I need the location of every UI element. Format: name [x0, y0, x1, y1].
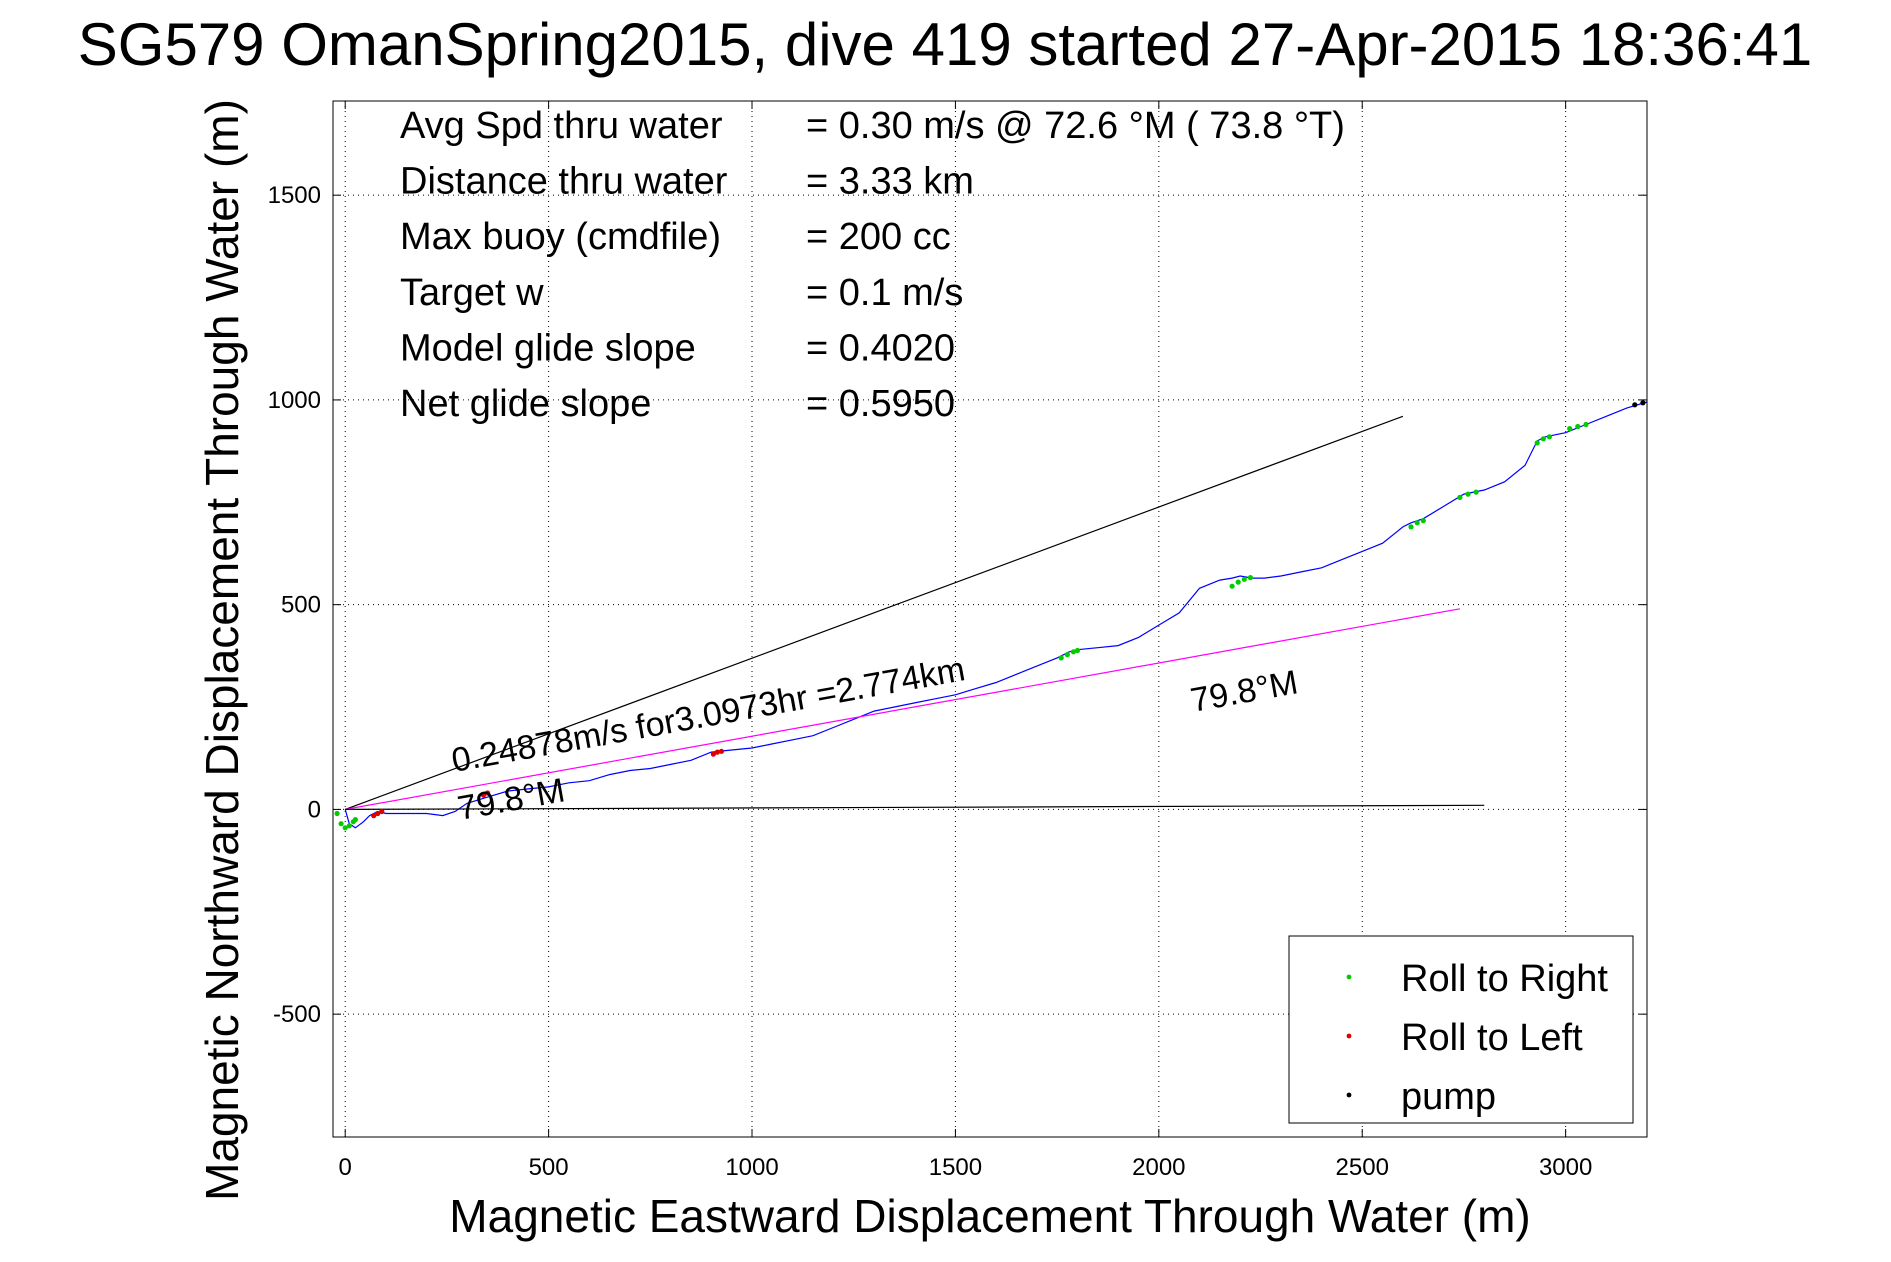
roll-right-marker: [1575, 423, 1581, 430]
roll-right-marker: [338, 821, 344, 827]
roll-left-marker: [375, 810, 381, 817]
roll-right-marker: [1420, 518, 1426, 524]
x-tick-label: 2500: [1336, 1154, 1389, 1181]
y-tick-label: 500: [281, 592, 321, 619]
legend-label: Roll to Right: [1401, 958, 1608, 1000]
roll-right-marker: [1408, 524, 1414, 530]
info-label: Target w: [400, 272, 544, 314]
legend-label: pump: [1401, 1076, 1496, 1118]
info-value: = 0.30 m/s @ 72.6 °M ( 73.8 °T): [806, 105, 1345, 147]
roll-left-marker: [371, 813, 377, 819]
roll-right-marker: [1074, 647, 1081, 654]
roll-right-marker: [1235, 579, 1241, 585]
series-line-1: [344, 415, 1404, 810]
y-tick-label: 1000: [268, 387, 321, 414]
legend-marker: [1346, 1092, 1352, 1098]
chart-title: SG579 OmanSpring2015, dive 419 started 2…: [78, 11, 1813, 78]
info-label: Net glide slope: [400, 383, 651, 425]
roll-left-marker: [485, 790, 491, 796]
legend-marker: [1346, 974, 1352, 980]
info-value: = 3.33 km: [806, 161, 974, 203]
roll-right-marker: [1546, 434, 1552, 440]
roll-right-marker: [334, 810, 340, 817]
plot-series: [344, 401, 1648, 829]
roll-right-marker: [1583, 421, 1589, 428]
roll-right-marker: [1247, 575, 1253, 581]
roll-right-marker: [1070, 649, 1076, 655]
roll-right-marker: [1241, 576, 1247, 582]
legend-label: Roll to Left: [1401, 1017, 1583, 1059]
roll-right-marker: [352, 817, 358, 823]
x-tick-label: 1000: [725, 1154, 778, 1181]
x-tick-label: 1500: [929, 1154, 982, 1181]
info-value: = 0.4020: [806, 327, 955, 369]
roll-right-marker: [1064, 652, 1070, 658]
roll-markers: [334, 400, 1646, 831]
roll-left-marker: [718, 748, 725, 754]
roll-right-marker: [1414, 520, 1420, 526]
info-label: Avg Spd thru water: [400, 105, 723, 147]
dive-info-block: Avg Spd thru water = 0.30 m/s @ 72.6 °M (…: [400, 105, 1345, 425]
roll-right-marker: [346, 823, 352, 829]
x-tick-label: 0: [339, 1154, 352, 1181]
y-tick-label: 1500: [268, 182, 321, 209]
roll-right-marker: [1457, 494, 1463, 500]
y-tick-label: -500: [273, 1001, 321, 1028]
roll-left-marker: [379, 808, 385, 815]
roll-right-marker: [1540, 436, 1546, 442]
x-tick-label: 3000: [1539, 1154, 1592, 1181]
roll-right-marker: [1473, 489, 1479, 495]
plot-frame: [332, 100, 1648, 1138]
series-line-3: [345, 804, 1485, 811]
roll-left-marker: [714, 749, 721, 755]
roll-right-marker: [1567, 426, 1573, 432]
roll-left-marker: [480, 792, 487, 798]
x-axis-label: Magnetic Eastward Displacement Through W…: [449, 1190, 1530, 1242]
info-label: Max buoy (cmdfile): [400, 216, 721, 258]
pump-marker: [1632, 402, 1638, 408]
x-tick-label: 2000: [1132, 1154, 1185, 1181]
roll-right-marker: [1229, 583, 1235, 589]
roll-left-marker: [710, 751, 717, 757]
roll-right-marker: [342, 825, 348, 831]
y-axis-label: Magnetic Northward Displacement Through …: [196, 99, 248, 1201]
info-value: = 0.1 m/s: [806, 272, 963, 314]
x-tick-label: 500: [529, 1154, 569, 1181]
y-tick-label: 0: [308, 796, 321, 823]
pump-marker: [1640, 400, 1646, 406]
legend-items: Roll to Right Roll to Left pump: [1346, 958, 1608, 1118]
roll-right-marker: [1058, 655, 1064, 661]
roll-right-marker: [1534, 440, 1540, 446]
info-value: = 0.5950: [806, 383, 955, 425]
series-line-2: [345, 608, 1461, 810]
legend-box: [1288, 935, 1634, 1124]
axis-ticks: 0 500 1000 1500 2000 2500 3000 -500 0 500 1000 1500: [268, 101, 1647, 1181]
legend: Roll to Right Roll to Left pump: [1288, 935, 1634, 1124]
roll-right-marker: [1465, 491, 1471, 497]
info-label: Distance thru water: [400, 161, 728, 203]
info-value: = 200 cc: [806, 216, 951, 258]
legend-marker: [1346, 1033, 1352, 1039]
info-label: Model glide slope: [400, 327, 696, 369]
series-line-0: [344, 401, 1648, 829]
